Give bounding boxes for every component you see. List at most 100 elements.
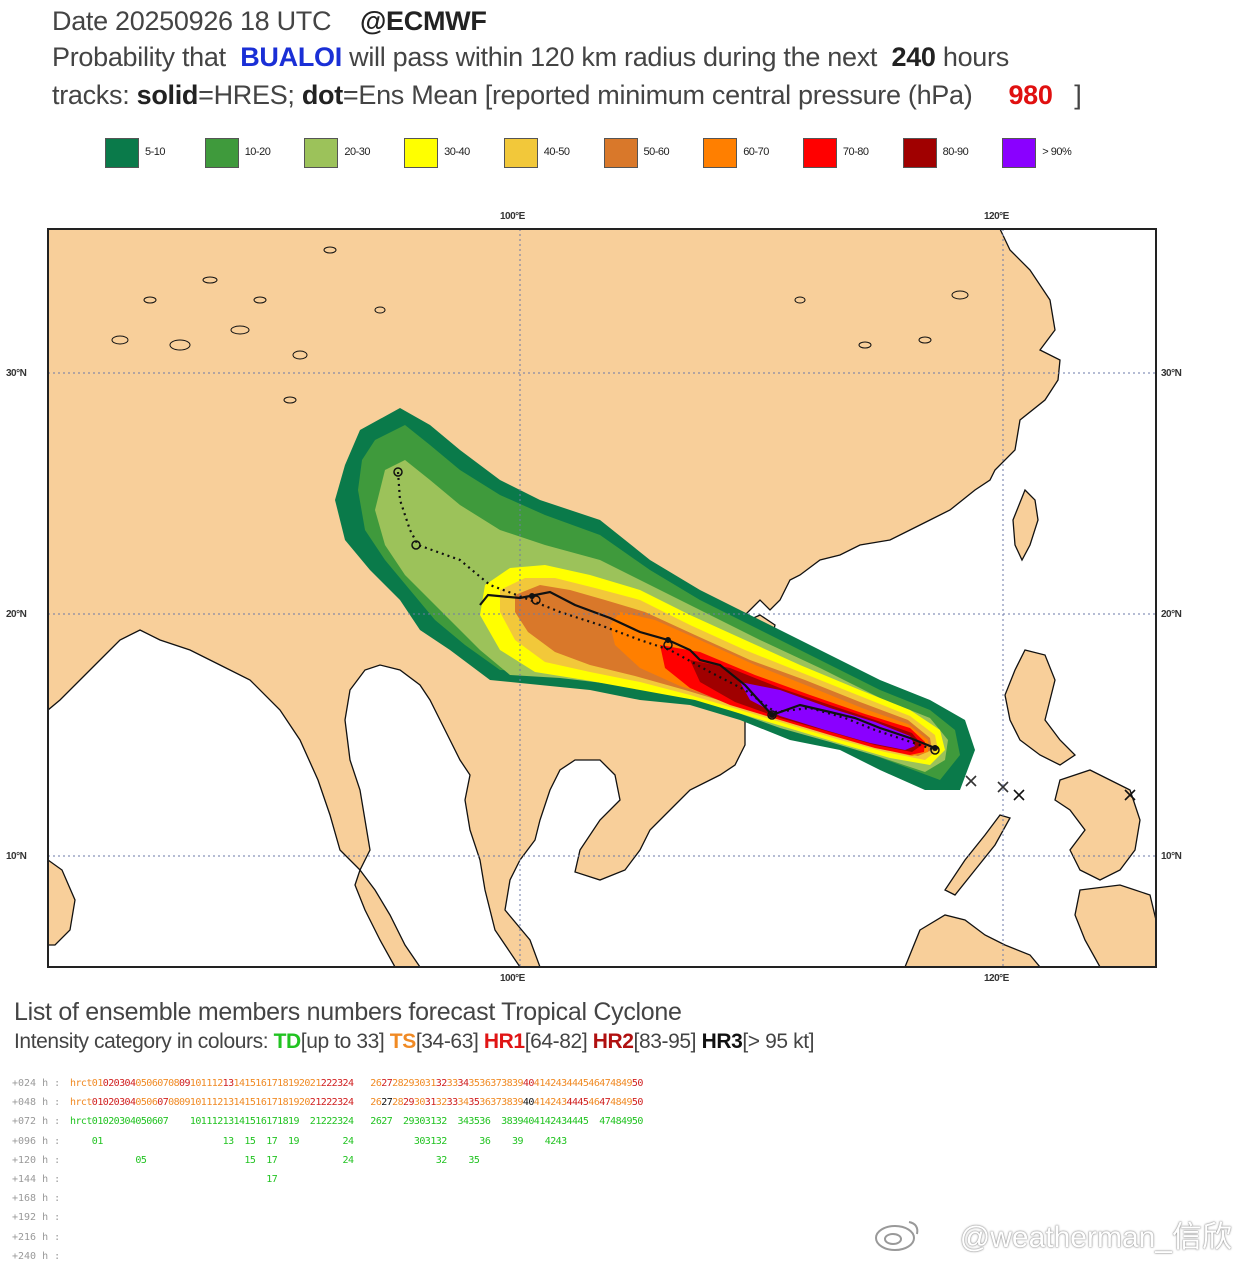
member-number: 40 — [522, 1078, 535, 1089]
member-number: 27 — [381, 1097, 393, 1109]
member-number: 12 — [211, 1097, 224, 1109]
land-taiwan — [1012, 488, 1039, 562]
member-number: 43 — [555, 1078, 568, 1089]
member-number: 20 — [298, 1097, 311, 1109]
member-number: 40 — [522, 1116, 535, 1128]
member-number: 31 — [424, 1116, 437, 1128]
member-number: 15 — [244, 1078, 256, 1089]
legend-label: 10-20 — [244, 146, 271, 158]
legend-label: > 90% — [1042, 146, 1072, 158]
legend-label: 70-80 — [842, 146, 869, 158]
member-number: 38 — [501, 1097, 513, 1109]
member-number: 04 — [124, 1097, 137, 1109]
member-number: 10 — [189, 1116, 202, 1128]
member-number: 39 — [512, 1116, 524, 1128]
member-number: 06 — [146, 1078, 158, 1089]
member-number: 17 — [266, 1078, 278, 1089]
source-label: @ECMWF — [360, 6, 487, 36]
legend-label: 50-60 — [643, 146, 670, 158]
member-number: 17 — [266, 1154, 278, 1166]
member-number: 29 — [403, 1116, 415, 1128]
lon-label-bottom-120: 120°E — [984, 973, 1009, 984]
member-number: hr — [70, 1116, 82, 1128]
member-number: 45 — [577, 1078, 589, 1089]
legend-swatch — [603, 138, 638, 168]
member-number: 44 — [566, 1116, 579, 1128]
member-number: 47 — [599, 1078, 611, 1089]
member-number: 42 — [544, 1097, 557, 1109]
key-ts-range: [34-63] — [415, 1030, 479, 1053]
member-number: 49 — [621, 1078, 633, 1089]
member-number: 35 — [468, 1116, 480, 1128]
tracks-label: tracks: — [52, 80, 130, 110]
probability-map — [47, 228, 1157, 968]
member-number: 23 — [331, 1078, 344, 1089]
member-number: 09 — [179, 1078, 191, 1089]
member-number: 08 — [168, 1097, 180, 1109]
member-number: 04 — [124, 1116, 137, 1128]
member-number: 41 — [533, 1116, 546, 1128]
member-number: 19 — [288, 1135, 300, 1147]
lead-time-label: +240 h : — [12, 1250, 61, 1262]
member-number: 10 — [189, 1078, 202, 1089]
member-number: 23 — [331, 1116, 344, 1128]
member-number: 30 — [413, 1078, 426, 1089]
ens-label: =Ens Mean [reported minimum central pres… — [342, 80, 973, 110]
header-line-1: Date 20250926 18 UTC @ECMWF — [52, 6, 487, 37]
lead-time-label: +168 h : — [12, 1193, 61, 1205]
land-luzon — [1004, 649, 1077, 766]
legend-label: 80-90 — [942, 146, 969, 158]
plateau-lakes — [111, 246, 969, 404]
lat-label-left-30: 30°N — [6, 368, 27, 379]
legend-label: 20-30 — [344, 146, 371, 158]
key-hr1: HR1 — [483, 1030, 525, 1053]
header-mid: will pass within 120 km radius during th… — [349, 42, 878, 72]
hres-track — [479, 590, 936, 750]
member-number: 44 — [566, 1078, 579, 1089]
member-number: ct — [80, 1116, 93, 1128]
legend-swatch — [503, 138, 538, 168]
lead-time-label: +072 h : — [12, 1116, 61, 1128]
lead-time-label: +120 h : — [12, 1154, 61, 1166]
member-number: 21 — [309, 1116, 322, 1128]
member-number: 31 — [424, 1135, 437, 1147]
member-number: 05 — [135, 1116, 147, 1128]
member-number: 32 — [435, 1116, 448, 1128]
member-number: 46 — [588, 1097, 600, 1109]
member-number: 01 — [91, 1097, 104, 1109]
member-number: 22 — [320, 1078, 333, 1089]
lat-label-right-30: 30°N — [1161, 368, 1182, 379]
weibo-logo-icon — [875, 1221, 919, 1251]
member-number: 19 — [288, 1116, 300, 1128]
member-number: 24 — [342, 1116, 355, 1128]
member-number: 44 — [566, 1097, 579, 1109]
member-number: 22 — [320, 1116, 333, 1128]
member-number: 03 — [113, 1116, 126, 1128]
intensity-key: Intensity category in colours: TD[up to … — [14, 1030, 814, 1054]
dot-label: dot — [301, 80, 343, 110]
member-number: 24 — [342, 1135, 355, 1147]
hres-label: =HRES; — [198, 80, 295, 110]
member-number: 18 — [277, 1078, 289, 1089]
key-td-range: [up to 33] — [300, 1030, 385, 1053]
member-number: 42 — [544, 1116, 557, 1128]
land-malay-peninsula — [354, 868, 421, 967]
member-number: 03 — [113, 1078, 126, 1089]
member-number: 11 — [200, 1078, 213, 1089]
member-number: 13 — [222, 1078, 235, 1089]
land-borneo — [904, 914, 1041, 967]
member-number: 05 — [135, 1097, 147, 1109]
member-number: 05 — [135, 1078, 147, 1089]
member-number: 11 — [200, 1097, 213, 1109]
bracket-close: ] — [1074, 80, 1082, 110]
member-number: 48 — [610, 1116, 622, 1128]
member-number: 16 — [255, 1116, 267, 1128]
member-number: 29 — [403, 1097, 415, 1109]
land-sri-lanka — [48, 859, 76, 946]
member-number: 18 — [277, 1116, 289, 1128]
member-number: 32 — [435, 1097, 448, 1109]
member-number: 49 — [621, 1116, 633, 1128]
legend-swatch — [902, 138, 937, 168]
member-number: 01 — [91, 1135, 104, 1147]
member-number: hr — [70, 1078, 82, 1089]
